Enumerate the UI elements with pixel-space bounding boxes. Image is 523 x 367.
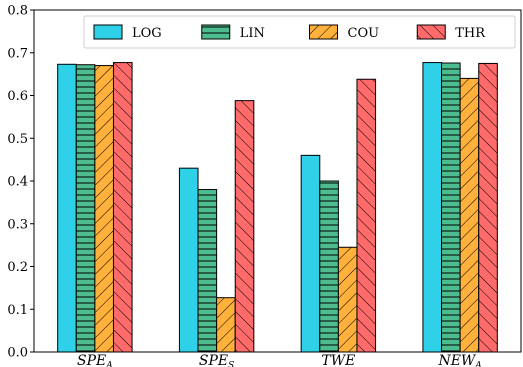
bar-log-2 (178, 167, 199, 353)
y-tick-label: 0.8 (7, 4, 28, 19)
legend-label: LIN (240, 26, 265, 41)
y-tick-label: 0.6 (7, 89, 28, 104)
legend-item-lin: LIN (201, 24, 265, 41)
y-tick-label: 0.0 (7, 346, 28, 361)
bar-lin-4 (441, 62, 461, 353)
legend-label: COU (348, 26, 380, 41)
bar-log-1 (57, 63, 77, 353)
legend-label: LOG (132, 26, 162, 41)
y-tick-label: 0.4 (7, 175, 28, 190)
legend-swatch (201, 24, 231, 40)
legend (83, 15, 516, 49)
bar-cou-2 (216, 297, 236, 353)
bar-log-3 (300, 154, 321, 353)
bar-log-4 (422, 62, 443, 353)
y-tick-label: 0.7 (7, 46, 28, 61)
legend-swatch (309, 24, 338, 40)
x-tick-label: SPES (199, 353, 234, 367)
bar-cou-1 (94, 65, 114, 353)
bar-cou-4 (459, 77, 480, 353)
bar-thr-3 (356, 78, 377, 353)
legend-label: THR (455, 26, 486, 41)
bar-thr-2 (234, 100, 255, 353)
y-tick-label: 0.3 (7, 217, 28, 232)
x-tick-label: SPEA (77, 353, 113, 367)
legend-item-cou: COU (309, 24, 380, 41)
legend-swatch (93, 24, 123, 40)
bar-cou-3 (337, 246, 358, 353)
bar-thr-1 (112, 62, 133, 353)
x-tick-label: NEWA (437, 353, 482, 367)
y-tick-label: 0.5 (7, 132, 28, 147)
bar-thr-4 (478, 62, 498, 353)
legend-item-thr: THR (416, 24, 486, 41)
x-tick-label: TWE (321, 353, 355, 367)
bar-lin-3 (319, 180, 339, 353)
bar-lin-2 (197, 189, 218, 353)
y-tick-label: 0.1 (7, 303, 28, 318)
legend-item-log: LOG (93, 24, 162, 41)
legend-swatch (416, 24, 446, 40)
bar-lin-1 (75, 64, 96, 353)
y-tick-label: 0.2 (7, 260, 28, 275)
